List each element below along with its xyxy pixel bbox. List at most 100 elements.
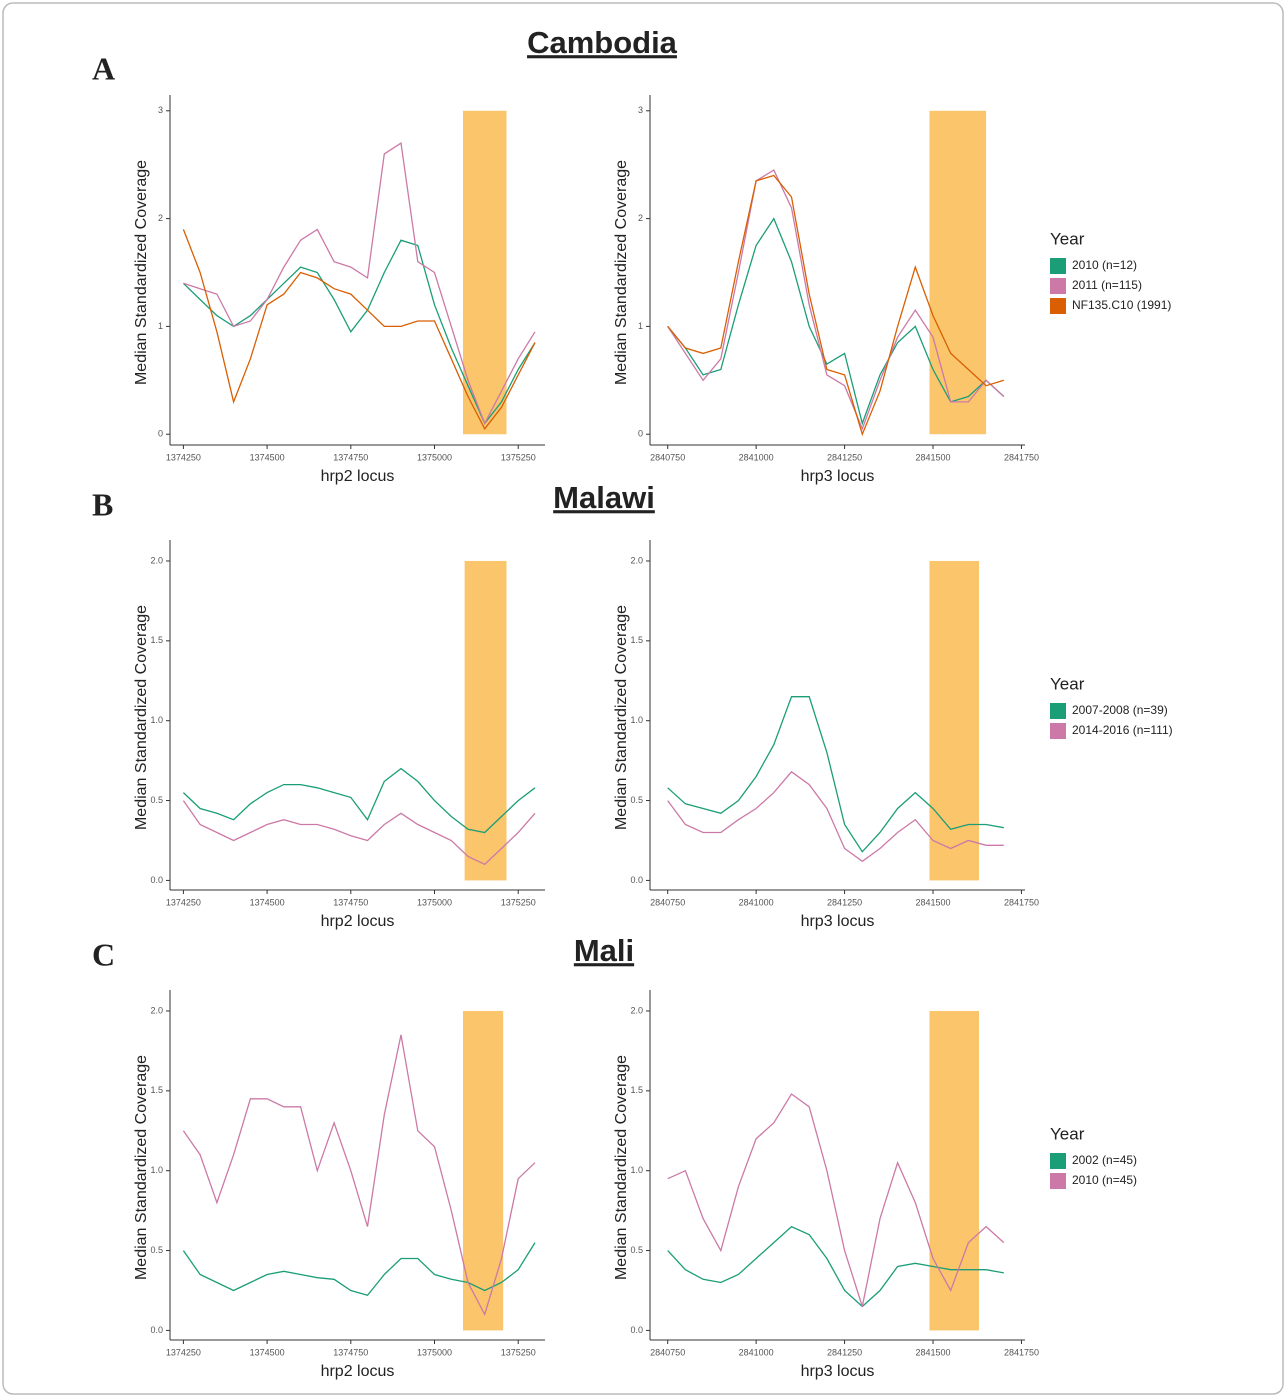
legend-title: Year bbox=[1050, 1124, 1085, 1143]
highlight-region bbox=[929, 1010, 980, 1331]
x-tick-label: 2841000 bbox=[739, 1347, 774, 1357]
x-axis-title: hrp3 locus bbox=[801, 1363, 875, 1380]
x-tick-label: 1374500 bbox=[250, 1347, 285, 1357]
legend-swatch bbox=[1050, 723, 1066, 739]
x-tick-label: 2841500 bbox=[915, 452, 950, 462]
series-line bbox=[667, 770, 1004, 863]
x-tick-label: 1375000 bbox=[417, 897, 452, 907]
y-axis-title: Median Standardized Coverage bbox=[133, 605, 150, 830]
x-tick-label: 2841750 bbox=[1004, 1347, 1039, 1357]
x-axis-title: hrp2 locus bbox=[321, 913, 395, 930]
x-tick-label: 1374750 bbox=[333, 1347, 368, 1357]
y-axis-title: Median Standardized Coverage bbox=[613, 605, 630, 830]
legend-swatch bbox=[1050, 258, 1066, 274]
legend-label: 2007-2008 (n=39) bbox=[1072, 703, 1168, 717]
x-tick-label: 1374500 bbox=[250, 897, 285, 907]
x-tick-label: 1374250 bbox=[166, 897, 201, 907]
highlight-region bbox=[929, 560, 980, 881]
series-line bbox=[667, 169, 1005, 431]
y-tick-label: 1 bbox=[158, 321, 163, 331]
y-tick-label: 0.0 bbox=[150, 1325, 163, 1335]
x-tick-label: 1375250 bbox=[501, 452, 536, 462]
x-tick-label: 2841250 bbox=[827, 452, 862, 462]
y-tick-label: 1 bbox=[638, 321, 643, 331]
x-tick-label: 1375250 bbox=[501, 1347, 536, 1357]
x-tick-label: 2841500 bbox=[915, 1347, 950, 1357]
y-tick-label: 0.0 bbox=[630, 875, 643, 885]
x-tick-label: 1374750 bbox=[333, 452, 368, 462]
y-tick-label: 2.0 bbox=[630, 555, 643, 565]
series-line bbox=[183, 142, 536, 425]
legend-label: 2002 (n=45) bbox=[1072, 1153, 1137, 1167]
y-tick-label: 2 bbox=[638, 213, 643, 223]
y-tick-label: 1.0 bbox=[630, 1165, 643, 1175]
y-tick-label: 1.0 bbox=[150, 1165, 163, 1175]
y-tick-label: 0.5 bbox=[630, 1245, 643, 1255]
series-line bbox=[667, 1225, 1004, 1308]
y-tick-label: 0.0 bbox=[150, 875, 163, 885]
panel-label: B bbox=[92, 486, 113, 522]
y-tick-label: 2.0 bbox=[150, 1005, 163, 1015]
legend-label: 2011 (n=115) bbox=[1072, 278, 1142, 292]
x-tick-label: 2841000 bbox=[739, 452, 774, 462]
series-line bbox=[182, 1242, 536, 1297]
y-tick-label: 2.0 bbox=[150, 555, 163, 565]
x-tick-label: 2841500 bbox=[915, 897, 950, 907]
x-tick-label: 1374500 bbox=[250, 452, 285, 462]
y-tick-label: 1.0 bbox=[150, 715, 163, 725]
y-tick-label: 3 bbox=[638, 105, 643, 115]
legend-swatch bbox=[1050, 703, 1066, 719]
y-tick-label: 2.0 bbox=[630, 1005, 643, 1015]
legend-swatch bbox=[1050, 278, 1066, 294]
x-tick-label: 1375000 bbox=[417, 1347, 452, 1357]
series-line bbox=[182, 239, 536, 425]
highlight-region bbox=[464, 560, 507, 881]
x-tick-label: 1374250 bbox=[166, 452, 201, 462]
y-tick-label: 1.5 bbox=[630, 1085, 643, 1095]
y-tick-label: 2 bbox=[158, 213, 163, 223]
y-tick-label: 1.0 bbox=[630, 715, 643, 725]
y-tick-label: 0.5 bbox=[150, 1245, 163, 1255]
y-axis-title: Median Standardized Coverage bbox=[133, 160, 150, 385]
x-tick-label: 2841250 bbox=[827, 897, 862, 907]
y-tick-label: 0.0 bbox=[630, 1325, 643, 1335]
x-tick-label: 2841750 bbox=[1004, 452, 1039, 462]
y-tick-label: 0.5 bbox=[630, 795, 643, 805]
panel-title: Cambodia bbox=[527, 25, 678, 60]
panel-label: C bbox=[92, 936, 115, 972]
legend-label: 2010 (n=12) bbox=[1072, 258, 1137, 272]
y-tick-label: 1.5 bbox=[150, 635, 163, 645]
x-tick-label: 2841250 bbox=[827, 1347, 862, 1357]
x-tick-label: 1375000 bbox=[417, 452, 452, 462]
y-tick-label: 0 bbox=[158, 429, 163, 439]
x-tick-label: 1374750 bbox=[333, 897, 368, 907]
highlight-region bbox=[462, 110, 507, 435]
y-axis-title: Median Standardized Coverage bbox=[613, 160, 630, 385]
series-line bbox=[182, 1034, 536, 1317]
series-line bbox=[182, 767, 536, 834]
y-tick-label: 1.5 bbox=[150, 1085, 163, 1095]
y-tick-label: 0 bbox=[638, 429, 643, 439]
series-line bbox=[667, 217, 1005, 426]
legend-swatch bbox=[1050, 1153, 1066, 1169]
panel-title: Malawi bbox=[553, 480, 655, 515]
x-axis-title: hrp3 locus bbox=[801, 913, 875, 930]
panel-title: Mali bbox=[574, 933, 634, 968]
x-axis-title: hrp2 locus bbox=[321, 1363, 395, 1380]
x-tick-label: 2841000 bbox=[739, 897, 774, 907]
legend-label: 2010 (n=45) bbox=[1072, 1173, 1137, 1187]
series-line bbox=[667, 696, 1004, 853]
legend-title: Year bbox=[1050, 674, 1085, 693]
x-axis-title: hrp3 locus bbox=[801, 468, 875, 485]
y-tick-label: 1.5 bbox=[630, 635, 643, 645]
series-line bbox=[182, 229, 536, 430]
legend-label: 2014-2016 (n=111) bbox=[1072, 723, 1173, 737]
y-tick-label: 3 bbox=[158, 105, 163, 115]
x-tick-label: 1375250 bbox=[501, 897, 536, 907]
series-line bbox=[667, 1093, 1005, 1307]
x-tick-label: 2840750 bbox=[650, 897, 685, 907]
legend-label: NF135.C10 (1991) bbox=[1072, 298, 1171, 312]
legend-swatch bbox=[1050, 298, 1066, 314]
x-axis-title: hrp2 locus bbox=[321, 468, 395, 485]
